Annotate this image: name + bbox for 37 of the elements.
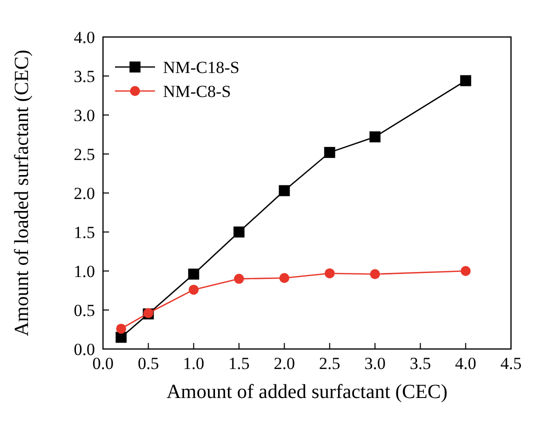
- x-axis-title: Amount of added surfactant (CEC): [166, 381, 448, 403]
- point: [279, 273, 290, 284]
- x-tick-label: 1.0: [183, 354, 204, 373]
- x-tick-label: 2.0: [274, 354, 295, 373]
- x-tick-label: 0.0: [92, 354, 114, 373]
- point: [370, 131, 380, 142]
- y-axis-title: Amount of loaded surfactant (CEC): [11, 50, 33, 336]
- y-tick-label: 0.5: [74, 301, 95, 320]
- legend-label: NM-C8-S: [163, 82, 232, 101]
- point: [234, 226, 244, 238]
- point: [278, 185, 290, 196]
- point: [188, 284, 199, 295]
- point: [116, 332, 127, 343]
- point: [116, 324, 126, 334]
- point: [234, 274, 244, 284]
- y-tick-label: 3.5: [74, 67, 95, 86]
- y-tick-label: 4.0: [74, 28, 95, 47]
- y-tick-label: 3.0: [74, 106, 95, 125]
- legend-label: NM-C18-S: [163, 58, 240, 77]
- x-tick-label: 0.5: [138, 354, 159, 373]
- y-tick-label: 1.0: [74, 262, 95, 281]
- x-tick-label: 2.5: [319, 354, 340, 373]
- point: [370, 269, 380, 280]
- x-tick-label: 1.5: [228, 354, 250, 373]
- point: [460, 75, 472, 86]
- x-tick-label: 3.5: [410, 354, 431, 373]
- x-tick-label: 4.5: [500, 354, 522, 373]
- x-tick-label: 3.0: [364, 354, 386, 373]
- y-tick-label: 0.0: [74, 340, 95, 359]
- point: [460, 266, 471, 276]
- point: [188, 268, 200, 280]
- point: [324, 268, 335, 278]
- x-tick-label: 4.0: [455, 354, 476, 373]
- point: [324, 146, 336, 158]
- y-tick-label: 2.5: [74, 145, 95, 164]
- y-tick-label: 2.0: [74, 184, 95, 203]
- y-tick-label: 1.5: [74, 223, 95, 242]
